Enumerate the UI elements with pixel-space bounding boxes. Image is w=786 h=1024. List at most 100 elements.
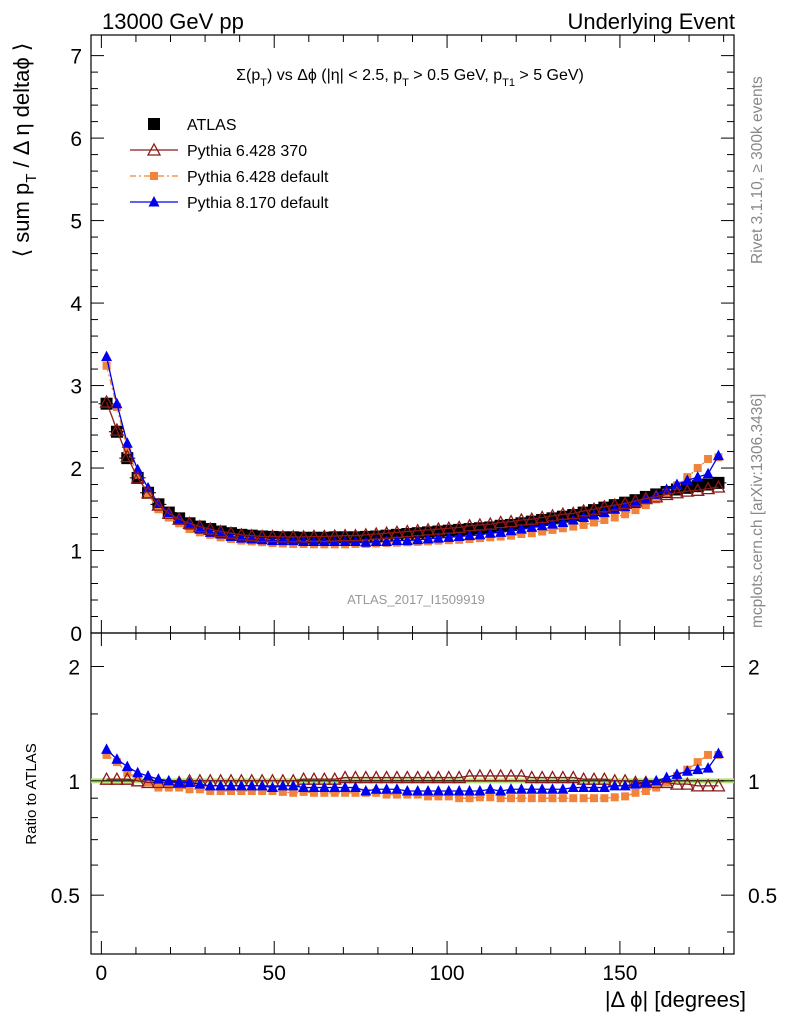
data-point-pythia-8-170-default [401, 534, 413, 546]
data-point-pythia-6-428-370 [493, 768, 508, 782]
data-point-pythia-6-428-370 [317, 529, 332, 543]
data-point-pythia-6-428-370 [192, 519, 207, 533]
x-tick-label: 0 [96, 962, 108, 985]
data-point-pythia-6-428-370 [99, 394, 114, 408]
y-axis-label-main: ⟨ sum pT / Δ η deltaϕ ⟩ [9, 43, 40, 258]
data-point-pythia-8-170-default [318, 781, 330, 793]
data-point-pythia-6-428-370 [472, 517, 488, 531]
data-point-pythia-8-170-default [557, 516, 569, 527]
data-point-pythia-6-428-370 [638, 491, 653, 505]
data-point-pythia-6-428-default [652, 495, 661, 504]
data-point-pythia-8-170-default [412, 785, 424, 796]
data-point-pythia-8-170-default [163, 774, 175, 786]
data-point-pythia-8-170-default [692, 471, 704, 482]
data-point-pythia-8-170-default [308, 781, 320, 793]
data-point-pythia-6-428-default [455, 794, 464, 803]
data-point-pythia-8-170-default [152, 773, 164, 784]
data-point-pythia-8-170-default [349, 781, 361, 793]
data-point-pythia-6-428-default [538, 794, 547, 803]
data-point-pythia-8-170-default [173, 776, 185, 787]
legend-label-pythia-6-428-370: Pythia 6.428 370 [187, 143, 307, 160]
data-point-pythia-6-428-default [693, 464, 702, 473]
data-point-pythia-6-428-default [621, 792, 630, 801]
data-point-pythia-8-170-default [536, 783, 548, 794]
data-point-pythia-8-170-default [360, 785, 372, 796]
data-point-pythia-6-428-370 [493, 515, 508, 529]
data-point-pythia-8-170-default [277, 779, 289, 791]
data-point-pythia-6-428-370 [130, 773, 145, 787]
data-point-pythia-6-428-370 [514, 768, 529, 782]
y-tick-label: 5 [70, 211, 82, 234]
data-point-pythia-6-428-370 [628, 493, 643, 507]
data-point-pythia-6-428-370 [255, 529, 270, 543]
data-point-pythia-6-428-370 [275, 529, 290, 543]
data-point-pythia-6-428-default [704, 750, 713, 759]
data-point-pythia-8-170-default [184, 518, 196, 530]
data-point-pythia-8-170-default [557, 783, 569, 794]
y-tick-label: 2 [70, 458, 82, 481]
data-point-pythia-6-428-370 [472, 768, 488, 782]
data-point-pythia-8-170-default [298, 535, 310, 546]
legend-label-pythia-6-428-default: Pythia 6.428 default [187, 169, 329, 186]
side-label-rivet: Rivet 3.1.10, ≥ 300k events [749, 76, 766, 264]
data-point-pythia-8-170-default [412, 533, 424, 545]
data-point-pythia-8-170-default [619, 779, 631, 791]
data-point-pythia-6-428-default [289, 788, 298, 797]
data-point-pythia-8-170-default [588, 781, 600, 793]
data-point-pythia-8-170-default [215, 528, 227, 539]
data-point-pythia-6-428-default [164, 513, 173, 522]
data-point-pythia-6-428-370 [337, 528, 353, 542]
data-point-pythia-6-428-370 [441, 770, 456, 784]
data-point-pythia-8-170-default [712, 449, 724, 461]
data-point-pythia-8-170-default [484, 527, 496, 538]
data-point-pythia-6-428-370 [514, 512, 529, 526]
data-point-pythia-6-428-370 [545, 770, 560, 784]
data-point-pythia-8-170-default [246, 779, 258, 791]
data-point-pythia-8-170-default [215, 779, 227, 791]
data-point-pythia-6-428-default [538, 527, 547, 536]
data-point-pythia-8-170-default [609, 779, 621, 791]
data-point-pythia-6-428-370 [348, 528, 363, 542]
y-tick-label: 0.5 [51, 885, 80, 908]
data-point-pythia-8-170-default [432, 785, 444, 796]
data-point-pythia-6-428-default [154, 505, 163, 514]
data-point-pythia-6-428-default [444, 792, 453, 801]
data-point-pythia-8-170-default [184, 776, 196, 787]
data-point-pythia-8-170-default [661, 771, 673, 783]
data-point-pythia-6-428-default [589, 518, 598, 527]
analysis-watermark: ATLAS_2017_I1509919 [347, 592, 485, 607]
data-point-pythia-6-428-370 [213, 524, 228, 538]
data-point-pythia-6-428-default [144, 490, 153, 499]
data-point-pythia-6-428-default [548, 525, 557, 534]
data-point-pythia-6-428-370 [566, 506, 581, 520]
x-tick-label: 50 [263, 962, 286, 985]
data-point-pythia-8-170-default [266, 781, 278, 793]
data-point-pythia-8-170-default [474, 528, 486, 540]
data-point-pythia-6-428-370 [358, 770, 373, 784]
data-point-pythia-6-428-default [278, 787, 287, 796]
legend-marker-pythia-6-428-default [150, 172, 158, 180]
data-point-pythia-8-170-default [598, 781, 610, 793]
data-point-pythia-6-428-370 [690, 482, 705, 496]
data-point-pythia-6-428-370 [462, 518, 477, 532]
y-tick-label: 4 [70, 293, 82, 316]
data-point-pythia-8-170-default [681, 474, 693, 485]
data-point-pythia-6-428-370 [327, 528, 342, 542]
legend-label-atlas: ATLAS [187, 117, 237, 134]
data-point-pythia-8-170-default [515, 783, 527, 794]
data-point-pythia-6-428-default [704, 454, 713, 463]
side-label-mcplots: mcplots.cern.ch [arXiv:1306.3436] [749, 394, 766, 628]
data-point-pythia-6-428-370 [700, 778, 716, 792]
data-point-pythia-6-428-default [610, 513, 619, 522]
y-tick-label: 0 [70, 623, 82, 646]
y-tick-label: 1 [68, 771, 80, 794]
data-point-pythia-6-428-default [693, 758, 702, 767]
data-point-pythia-6-428-370 [669, 485, 685, 499]
data-point-pythia-8-170-default [681, 765, 693, 776]
data-point-pythia-8-170-default [474, 785, 486, 796]
data-point-pythia-8-170-default [266, 534, 278, 546]
data-point-pythia-6-428-default [185, 785, 194, 794]
data-point-pythia-6-428-370 [483, 516, 498, 530]
data-point-pythia-6-428-default [631, 788, 640, 797]
data-point-pythia-8-170-default [318, 535, 330, 546]
